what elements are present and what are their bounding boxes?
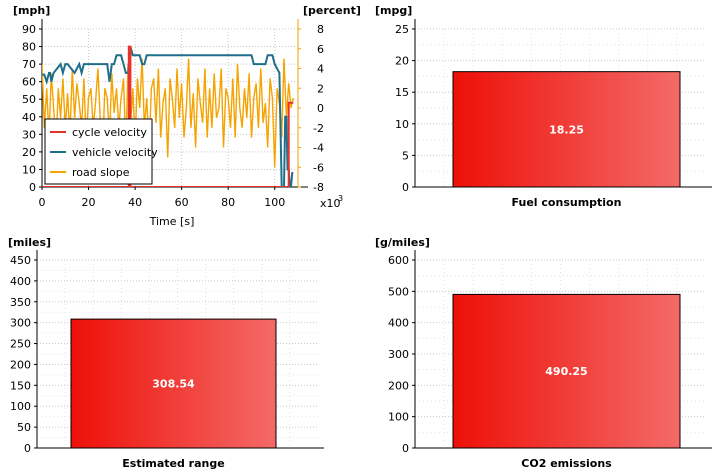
y-tick-label: 0 bbox=[402, 181, 409, 194]
x-tick-label: 60 bbox=[175, 196, 189, 209]
y-tick-label: 80 bbox=[22, 41, 36, 54]
y2-tick-label: -2 bbox=[313, 122, 324, 135]
y-axis-unit: [g/miles] bbox=[375, 236, 430, 249]
x-tick-label: 40 bbox=[128, 196, 142, 209]
y-tick-label: 250 bbox=[10, 338, 31, 351]
legend-label: vehicle velocity bbox=[72, 146, 158, 159]
y2-tick-label: 4 bbox=[317, 63, 324, 76]
y-tick-label: 10 bbox=[22, 163, 36, 176]
y-tick-label: 0 bbox=[24, 442, 31, 455]
bar-chart-estimated-range: 0 50 100 150 200 250 300 350 400 450 308.54 Estimat… bbox=[8, 236, 324, 470]
y-tick-label: 200 bbox=[10, 358, 31, 371]
series-line-road-slope bbox=[42, 58, 294, 168]
bar bbox=[70, 318, 277, 449]
y-tick-label: 60 bbox=[22, 76, 36, 89]
y-tick-label: 150 bbox=[10, 379, 31, 392]
y2-tick-label: -4 bbox=[313, 142, 324, 155]
y-tick-label: 350 bbox=[10, 296, 31, 309]
y-tick-label: 20 bbox=[22, 146, 36, 159]
y-tick-label: 5 bbox=[402, 149, 409, 162]
y-tick-label: 500 bbox=[388, 285, 409, 298]
y2-tick-label: -6 bbox=[313, 161, 324, 174]
y-tick-label: 30 bbox=[22, 128, 36, 141]
x-axis-multiplier: x10 bbox=[320, 197, 341, 210]
y-tick-label: 25 bbox=[395, 23, 409, 36]
bar bbox=[452, 71, 681, 188]
bar-value-label: 308.54 bbox=[152, 378, 195, 391]
y-tick-label: 400 bbox=[10, 275, 31, 288]
bar-chart-co2-emissions: 0 100 200 300 400 500 600 490.25 CO2 emissions [g… bbox=[375, 236, 712, 470]
y-axis-unit: [mpg] bbox=[375, 4, 412, 17]
x-tick-label: 100 bbox=[264, 196, 285, 209]
y-tick-label: 10 bbox=[395, 118, 409, 131]
y-tick-label: 0 bbox=[402, 442, 409, 455]
x-axis-label: Time [s] bbox=[149, 215, 195, 228]
bar-value-label: 490.25 bbox=[545, 365, 587, 378]
y2-axis-unit: [percent] bbox=[303, 4, 361, 17]
y-tick-label: 0 bbox=[29, 181, 36, 194]
bar bbox=[452, 293, 681, 449]
category-label: CO2 emissions bbox=[521, 457, 612, 470]
x-tick-label: 0 bbox=[39, 196, 46, 209]
y-tick-label: 100 bbox=[10, 400, 31, 413]
y-tick-label: 50 bbox=[17, 421, 31, 434]
legend-label: cycle velocity bbox=[72, 126, 147, 139]
y2-tick-label: 8 bbox=[317, 23, 324, 36]
y2-tick-label: -8 bbox=[313, 181, 324, 194]
bar-chart-fuel-consumption: 0 5 10 15 20 25 18.25 Fuel consumption [mpg] bbox=[375, 4, 712, 209]
y-tick-label: 70 bbox=[22, 58, 36, 71]
y-tick-label: 90 bbox=[22, 23, 36, 36]
y-tick-label: 40 bbox=[22, 111, 36, 124]
y-tick-label: 300 bbox=[388, 348, 409, 361]
y-tick-label: 20 bbox=[395, 55, 409, 68]
y-tick-label: 300 bbox=[10, 317, 31, 330]
y-axis-unit: [mph] bbox=[13, 4, 50, 17]
x-tick-label: 20 bbox=[82, 196, 96, 209]
y2-tick-label: 0 bbox=[317, 102, 324, 115]
series-line-vehicle-velocity bbox=[42, 46, 294, 187]
category-label: Fuel consumption bbox=[512, 196, 622, 209]
legend: cycle velocity vehicle velocity road slope bbox=[44, 118, 158, 185]
y-tick-label: 600 bbox=[388, 254, 409, 267]
x-tick-label: 80 bbox=[221, 196, 235, 209]
y-axis-unit: [miles] bbox=[8, 236, 51, 249]
bar-value-label: 18.25 bbox=[549, 123, 584, 136]
y-tick-label: 200 bbox=[388, 379, 409, 392]
y-tick-label: 100 bbox=[388, 411, 409, 424]
y2-tick-label: 6 bbox=[317, 43, 324, 56]
y2-tick-label: 2 bbox=[317, 82, 324, 95]
y-tick-label: 50 bbox=[22, 93, 36, 106]
category-label: Estimated range bbox=[122, 457, 224, 470]
y-tick-label: 400 bbox=[388, 317, 409, 330]
y-tick-label: 450 bbox=[10, 254, 31, 267]
y-tick-label: 15 bbox=[395, 86, 409, 99]
legend-label: road slope bbox=[72, 166, 130, 179]
x-axis-multiplier-exponent: 3 bbox=[338, 194, 343, 203]
